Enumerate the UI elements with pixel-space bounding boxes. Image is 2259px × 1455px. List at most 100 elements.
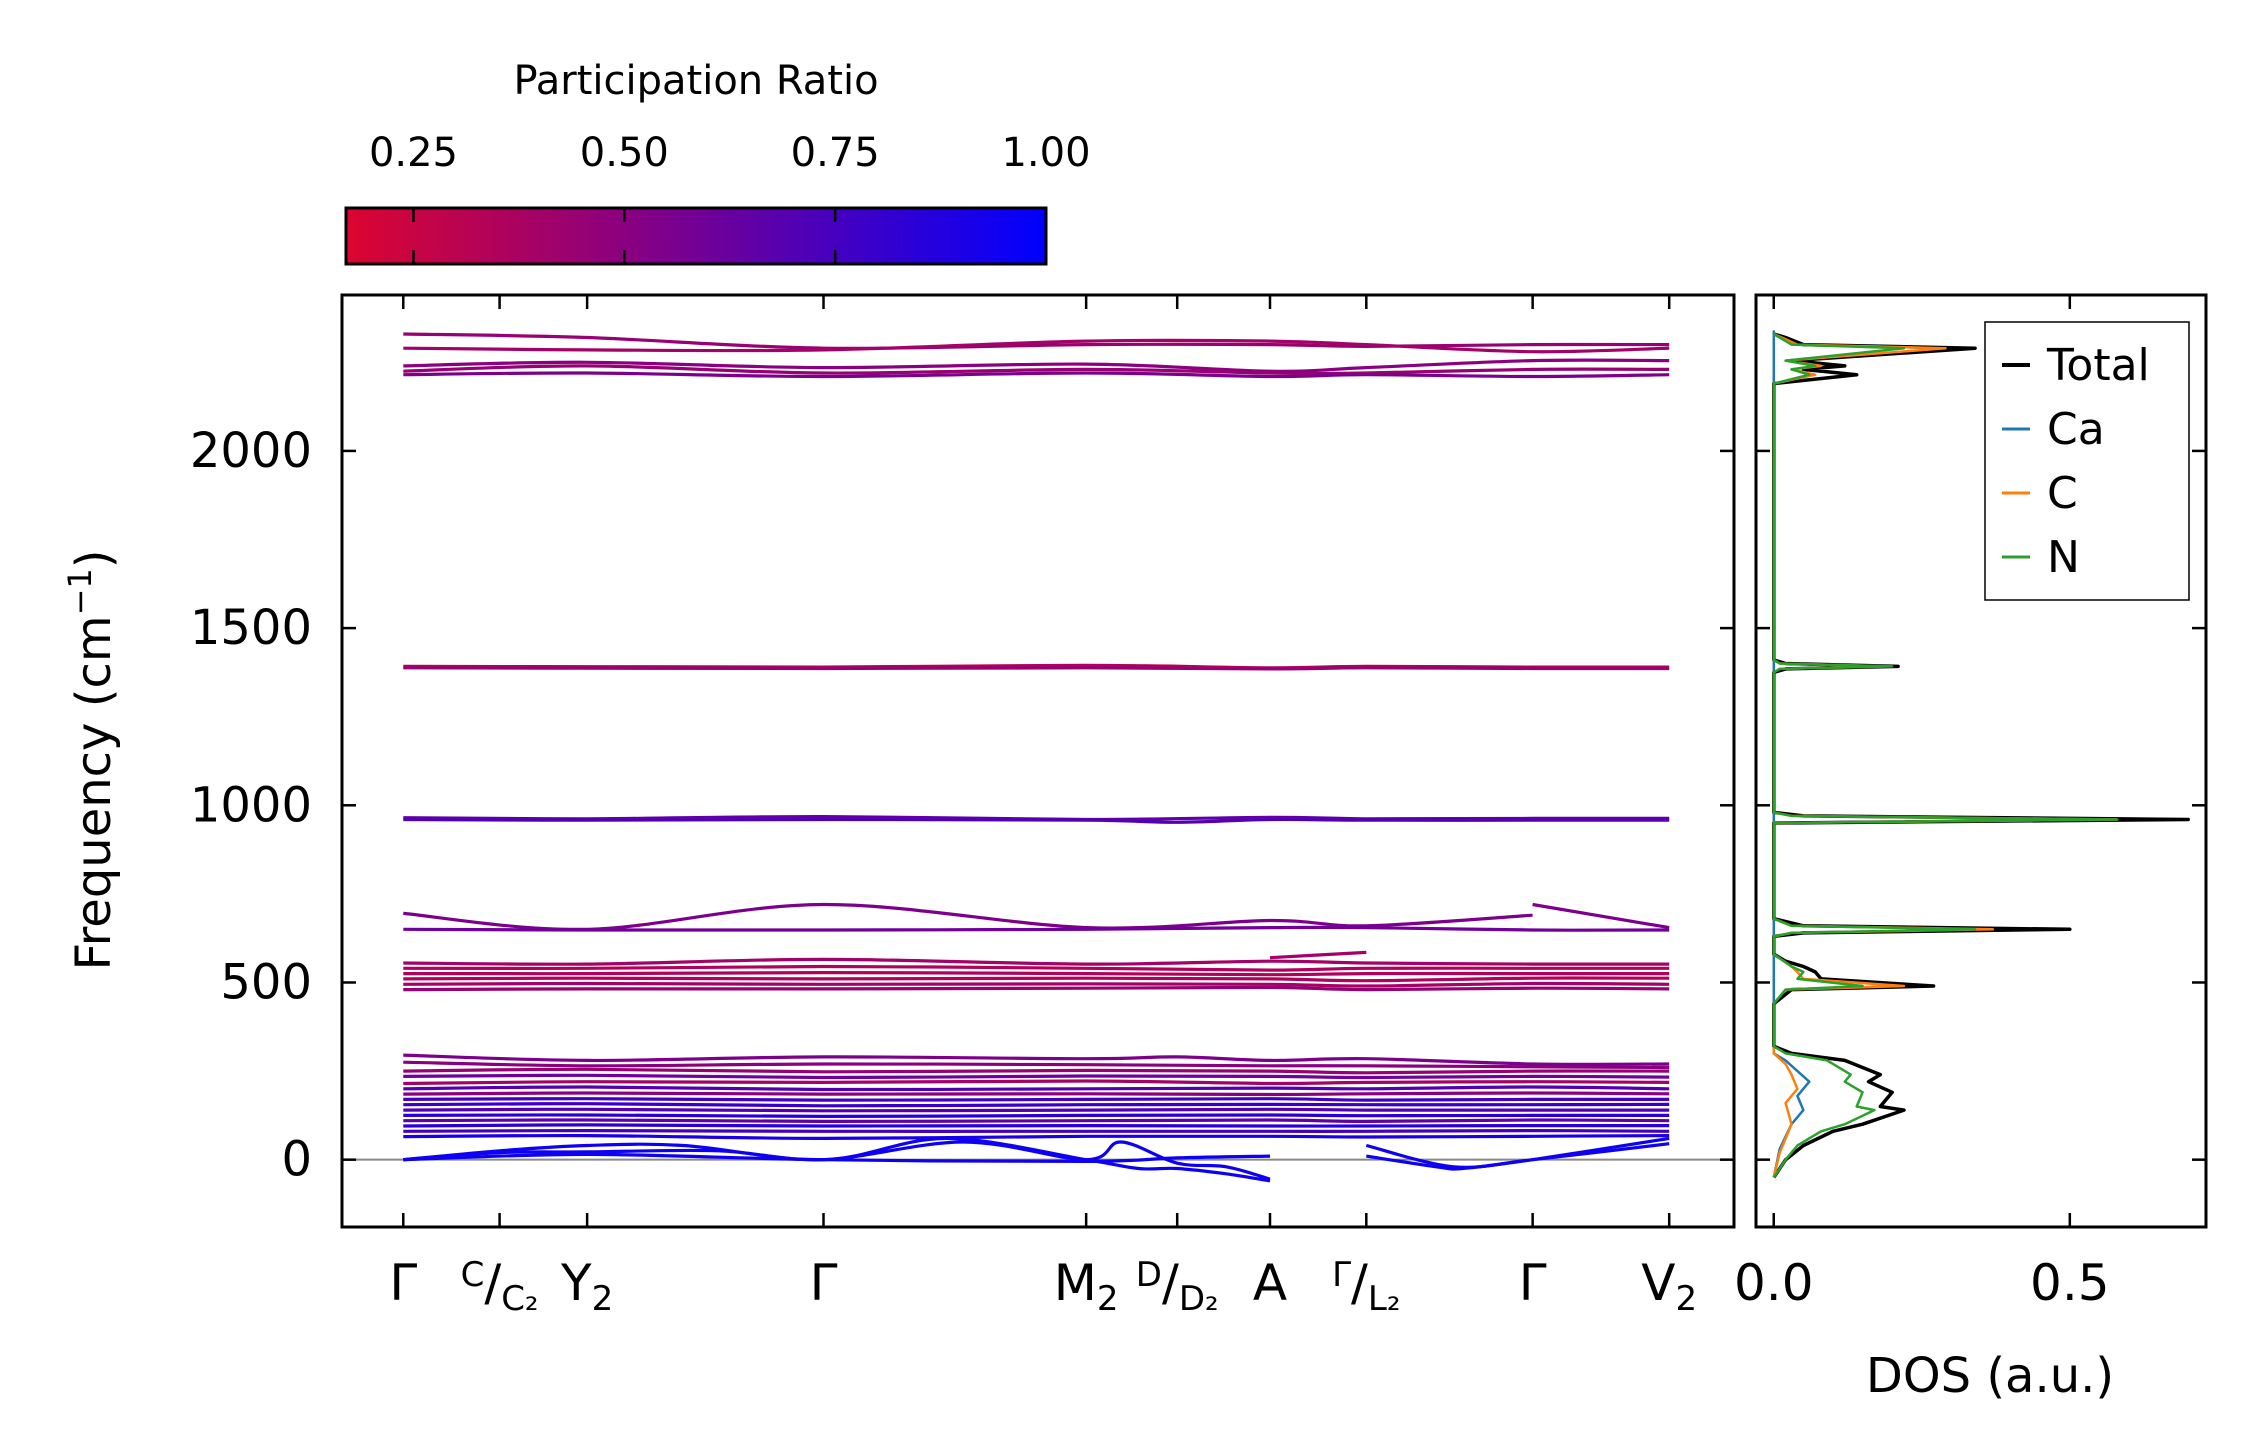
phonon-band-19: [403, 1053, 1670, 1066]
band-y-tick-label: 0: [281, 1132, 312, 1188]
legend-frame: [1984, 321, 2190, 601]
dos-axes-frame: [1754, 293, 2208, 1229]
phonon-band-20: [403, 1060, 1670, 1070]
band-y-tick-label: 1000: [190, 777, 312, 833]
colorbar-tick-label: 0.25: [369, 130, 458, 176]
band-x-tick-label: M2: [1054, 1254, 1119, 1319]
tick-label-main: V: [1641, 1254, 1675, 1312]
dos-x-tick-label: 0.5: [2030, 1254, 2110, 1312]
phonon-band-0: [403, 332, 1670, 350]
tick-label-main: /: [1162, 1254, 1179, 1312]
tick-label-main: Γ: [389, 1254, 417, 1312]
band-x-tick-label: A: [1253, 1254, 1287, 1312]
dos-x-axis-label: DOS (a.u.): [1866, 1348, 2114, 1404]
tick-label-sub: D₂: [1179, 1279, 1219, 1319]
tick-label-main: Y: [560, 1254, 592, 1312]
phonon-band-2: [403, 358, 1670, 373]
tick-label-main: Γ: [810, 1254, 838, 1312]
dos-axis-ticks: [1756, 295, 2206, 1227]
phonon-band-26: [403, 1097, 1670, 1102]
phonon-band-32: [403, 1129, 1670, 1133]
phonon-band-16: [403, 976, 1670, 983]
band-x-tick-labels: Γ C/C₂ Y2 Γ M2D/D₂ A Γ/L₂ Γ V2: [389, 1254, 1697, 1319]
tick-label-sub: 2: [592, 1279, 614, 1319]
phonon-band-27: [403, 1102, 1670, 1108]
phonon-band-4: [403, 371, 1670, 379]
phonon-band-35: [403, 1140, 1271, 1181]
dos-lines: [1772, 330, 2190, 1179]
phonon-band-11: [403, 925, 1670, 932]
dos-x-tick-labels: 0.0 0.5: [1734, 1254, 2110, 1312]
band-y-tick-labels: 0 500 1000 1500 2000: [190, 423, 312, 1188]
legend-label-c: C: [2047, 468, 2078, 519]
phonon-band-28: [403, 1107, 1670, 1113]
phonon-band-22: [403, 1073, 1670, 1080]
colorbar-ticks: [412, 208, 837, 264]
phonon-band-37: [1366, 1136, 1670, 1171]
colorbar-tick-label: 0.50: [580, 130, 669, 176]
phonon-band-1: [403, 338, 1670, 354]
band-y-axis-label-base: Frequency (cm: [66, 615, 122, 970]
legend-label-total: Total: [2046, 340, 2150, 391]
band-y-axis-label-close: ): [66, 549, 122, 568]
phonon-band-21: [403, 1067, 1670, 1075]
band-x-tick-label: Y2: [560, 1254, 613, 1319]
phonon-band-24: [403, 1085, 1670, 1092]
phonon-band-10: [1532, 902, 1670, 930]
colorbar-title: Participation Ratio: [513, 58, 878, 104]
band-axis-ticks: [342, 295, 1734, 1227]
band-x-tick-label: V2: [1641, 1254, 1697, 1319]
tick-label-main: Γ: [1519, 1254, 1547, 1312]
phonon-band-36: [403, 1152, 1271, 1164]
legend-label-n: N: [2047, 532, 2080, 583]
band-y-tick-label: 2000: [190, 423, 312, 479]
phonon-band-18: [403, 985, 1670, 992]
phonon-band-25: [403, 1091, 1670, 1097]
phonon-band-13: [1269, 950, 1367, 960]
phonon-band-38: [1365, 1142, 1670, 1169]
colorbar-tick-label: 0.75: [791, 130, 880, 176]
band-y-tick-label: 500: [220, 954, 312, 1010]
colorbar-tick-label: 1.00: [1001, 130, 1090, 176]
band-x-tick-label: Γ: [389, 1254, 417, 1312]
tick-label-sub: L₂: [1368, 1279, 1401, 1319]
phonon-bands: [403, 332, 1670, 1183]
phonon-band-33: [403, 1133, 1670, 1141]
colorbar-gradient: [344, 206, 1048, 266]
tick-label-main: M: [1054, 1254, 1097, 1312]
phonon-band-31: [403, 1123, 1670, 1128]
tick-label-main: /: [1351, 1254, 1368, 1312]
band-x-tick-label: Γ: [810, 1254, 838, 1312]
phonon-band-17: [403, 981, 1670, 988]
tick-label-sub: 2: [1676, 1279, 1698, 1319]
band-x-tick-label: C/C₂: [461, 1254, 539, 1319]
phonon-band-34: [403, 1136, 1271, 1183]
dos-panel: 0.0 0.5 DOS (a.u.) Total Ca CN: [1734, 293, 2208, 1404]
dos-legend: Total Ca CN: [1984, 321, 2190, 601]
dos-x-tick-label: 0.0: [1734, 1254, 1814, 1312]
phonon-band-12: [403, 957, 1670, 966]
band-y-axis-label: Frequency (cm−1): [61, 549, 122, 970]
phonon-band-9: [403, 902, 1533, 931]
tick-label-sub: 2: [1097, 1279, 1119, 1319]
phonon-band-8: [403, 817, 1670, 824]
band-x-tick-label: Γ: [1519, 1254, 1547, 1312]
band-axes-frame: [340, 293, 1736, 1229]
dos-line-n: [1772, 332, 2119, 1179]
phonon-band-29: [403, 1113, 1670, 1119]
tick-label-sub: C₂: [501, 1279, 538, 1319]
phonon-band-6: [403, 666, 1670, 671]
phonon-band-14: [403, 964, 1670, 972]
colorbar: Participation Ratio 0.25 0.50 0.75 1.00: [344, 58, 1091, 266]
phonon-band-3: [403, 364, 1670, 376]
legend-label-ca: Ca: [2047, 404, 2105, 455]
tick-label-main: A: [1253, 1254, 1287, 1312]
phonon-band-15: [403, 971, 1670, 977]
band-x-tick-label: D/D₂: [1136, 1254, 1219, 1319]
phonon-band-30: [403, 1118, 1670, 1124]
band-y-axis-label-sup: −1: [61, 568, 99, 615]
tick-label-sup: C: [461, 1255, 485, 1295]
tick-label-sup: D: [1136, 1255, 1162, 1295]
